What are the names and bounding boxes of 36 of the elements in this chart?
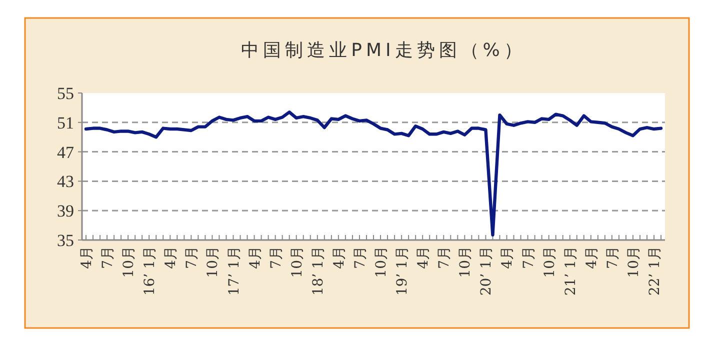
x-tick-label: 21’ 1月 — [562, 246, 579, 296]
x-tick-label: 4月 — [247, 246, 264, 269]
x-tick-label: 4月 — [331, 246, 348, 269]
x-tick-label: 22’ 1月 — [646, 246, 663, 296]
x-tick-label: 10月 — [289, 246, 306, 278]
y-tick-label: 55 — [57, 84, 74, 103]
y-tick-label: 47 — [57, 142, 74, 162]
y-tick-label: 35 — [57, 231, 74, 250]
y-tick-label: 39 — [57, 202, 74, 221]
x-tick-label: 4月 — [163, 246, 180, 269]
x-tick-label: 7月 — [352, 246, 368, 269]
x-tick-label: 20’ 1月 — [478, 246, 495, 296]
y-tick-label: 43 — [57, 172, 74, 192]
x-tick-label: 10月 — [458, 246, 474, 278]
x-tick-label: 4月 — [416, 246, 432, 269]
x-tick-label: 10月 — [121, 246, 138, 278]
x-tick-label: 10月 — [374, 246, 390, 278]
x-tick-label: 7月 — [268, 246, 284, 269]
x-tick-label: 4月 — [500, 246, 516, 269]
x-tick-label: 7月 — [436, 246, 453, 269]
x-tick-label: 17’ 1月 — [226, 246, 242, 296]
x-tick-label: 19’ 1月 — [394, 246, 411, 296]
x-tick-label: 10月 — [542, 246, 558, 278]
x-tick-label: 7月 — [184, 246, 200, 269]
line-series — [84, 110, 663, 236]
x-tick-label: 10月 — [626, 246, 642, 278]
x-tick-label: 4月 — [584, 246, 600, 269]
x-tick-label: 18’ 1月 — [310, 246, 326, 296]
y-tick-label: 51 — [57, 113, 74, 132]
x-tick-label: 7月 — [520, 246, 537, 269]
x-tick-label: 7月 — [604, 246, 621, 269]
x-tick-label: 10月 — [205, 246, 222, 278]
x-tick-label: 16’ 1月 — [142, 246, 158, 296]
chart-title: 中国制造业PMI走势图（%） — [241, 40, 526, 61]
x-tick-label: 7月 — [100, 246, 116, 269]
x-tick-label: 4月 — [79, 246, 95, 269]
